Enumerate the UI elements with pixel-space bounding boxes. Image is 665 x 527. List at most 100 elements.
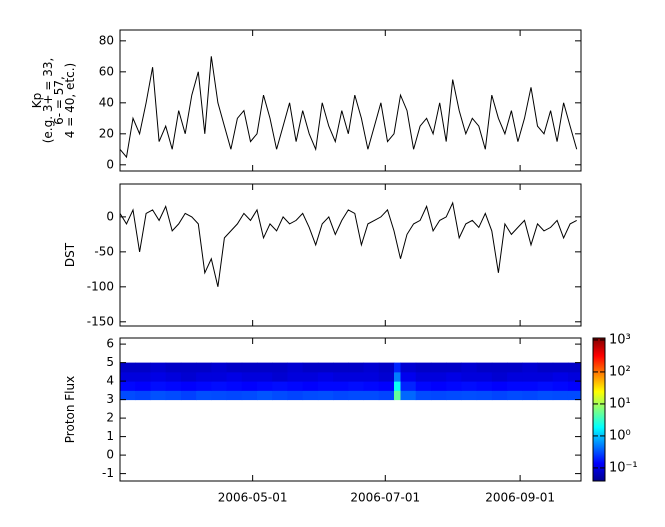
heat-cell — [415, 362, 432, 373]
heat-cell — [150, 390, 167, 401]
heat-cell — [537, 362, 554, 373]
heat-cell — [461, 381, 478, 391]
heat-cell — [180, 381, 197, 391]
heat-cell — [180, 390, 197, 401]
colorbar-tick-label: 10³ — [609, 332, 631, 347]
heat-cell — [507, 362, 523, 373]
heat-cell — [120, 371, 136, 382]
colorbar-tick-label: 10⁻¹ — [609, 460, 638, 475]
heat-cell — [400, 362, 417, 373]
heat-cell — [400, 371, 417, 382]
colorbar — [592, 337, 606, 482]
heat-cell — [256, 362, 273, 373]
heat-cell — [287, 381, 304, 391]
heat-cell — [180, 362, 197, 373]
y-tick-label: 80 — [99, 33, 114, 47]
heat-cell — [272, 362, 288, 373]
y-tick-label: 6 — [106, 337, 114, 351]
y-axis-label: Proton Flux — [63, 376, 77, 443]
heat-cell — [287, 362, 304, 373]
heat-cell — [567, 381, 582, 391]
heat-cell — [226, 362, 243, 373]
colorbar-tick-label: 10⁰ — [609, 428, 631, 443]
heat-cell — [196, 362, 212, 373]
heat-cell — [491, 390, 508, 401]
heat-cell — [165, 390, 182, 401]
y-tick-label: -150 — [87, 314, 114, 328]
heat-cell — [430, 390, 447, 401]
heat-cell — [378, 371, 395, 382]
y-tick-label: -1 — [102, 466, 114, 480]
heat-cell — [363, 390, 380, 401]
colorbar-tick-label: 10² — [609, 364, 631, 379]
heat-cell — [241, 371, 258, 382]
heat-cell — [165, 371, 182, 382]
heat-cell — [393, 381, 402, 391]
heat-cell — [211, 371, 228, 382]
heat-cell — [165, 381, 182, 391]
heat-cell — [446, 371, 462, 382]
heat-cell — [317, 390, 334, 401]
heat-cell — [287, 390, 304, 401]
heat-cell — [135, 381, 151, 391]
heat-cell — [400, 390, 417, 401]
heat-cell — [537, 371, 554, 382]
heat-cell — [393, 390, 402, 401]
heat-cell — [241, 362, 258, 373]
heat-cell — [378, 390, 395, 401]
y-axis-label: DST — [63, 242, 77, 267]
heat-cell — [302, 362, 319, 373]
y-tick-label: 3 — [106, 392, 114, 406]
data-line — [119, 56, 578, 159]
heat-cell — [476, 381, 493, 391]
heat-cell — [522, 362, 539, 373]
y-tick-label: 4 — [106, 374, 114, 388]
heat-cell — [196, 381, 212, 391]
heat-cell — [333, 371, 349, 382]
y-tick-label: 60 — [99, 64, 114, 78]
heat-cell — [461, 371, 478, 382]
heat-cell — [415, 371, 432, 382]
heat-cell — [196, 371, 212, 382]
heat-cell — [537, 390, 554, 401]
heat-cell — [507, 390, 523, 401]
heat-cell — [150, 362, 167, 373]
heat-cell — [476, 390, 493, 401]
heat-cell — [302, 371, 319, 382]
heat-cell — [241, 390, 258, 401]
x-tick-label: 2006-09-01 — [485, 491, 555, 505]
heat-cell — [256, 390, 273, 401]
y-tick-label: -50 — [94, 244, 114, 258]
y-tick-label: 1 — [106, 429, 114, 443]
plot-frame — [119, 183, 582, 327]
y-axis-label: Kp(e.g. 3+ = 33,6- = 57,4 = 40, etc.) — [30, 58, 77, 144]
heat-cell — [491, 362, 508, 373]
heat-cell — [241, 381, 258, 391]
y-tick-label: 5 — [106, 355, 114, 369]
heat-cell — [256, 371, 273, 382]
y-tick-label: 2 — [106, 411, 114, 425]
heat-cell — [461, 362, 478, 373]
heat-cell — [522, 381, 539, 391]
y-tick-label: 0 — [106, 209, 114, 223]
heat-cell — [567, 362, 582, 373]
heat-cell — [211, 381, 228, 391]
heat-cell — [348, 390, 365, 401]
y-axis-label-line: (e.g. 3+ = 33, — [41, 58, 55, 144]
heat-cell — [135, 390, 151, 401]
heat-cell — [415, 381, 432, 391]
plot-frame — [119, 29, 582, 172]
heat-cell — [415, 390, 432, 401]
heat-cell — [302, 381, 319, 391]
heat-cell — [552, 371, 569, 382]
heat-cell — [196, 390, 212, 401]
heat-cell — [363, 381, 380, 391]
heat-cell — [226, 390, 243, 401]
heat-cell — [446, 381, 462, 391]
heat-cell — [430, 371, 447, 382]
heat-cell — [333, 390, 349, 401]
y-axis-label-line: Proton Flux — [63, 376, 77, 443]
heat-cell — [120, 381, 136, 391]
heat-cell — [150, 381, 167, 391]
